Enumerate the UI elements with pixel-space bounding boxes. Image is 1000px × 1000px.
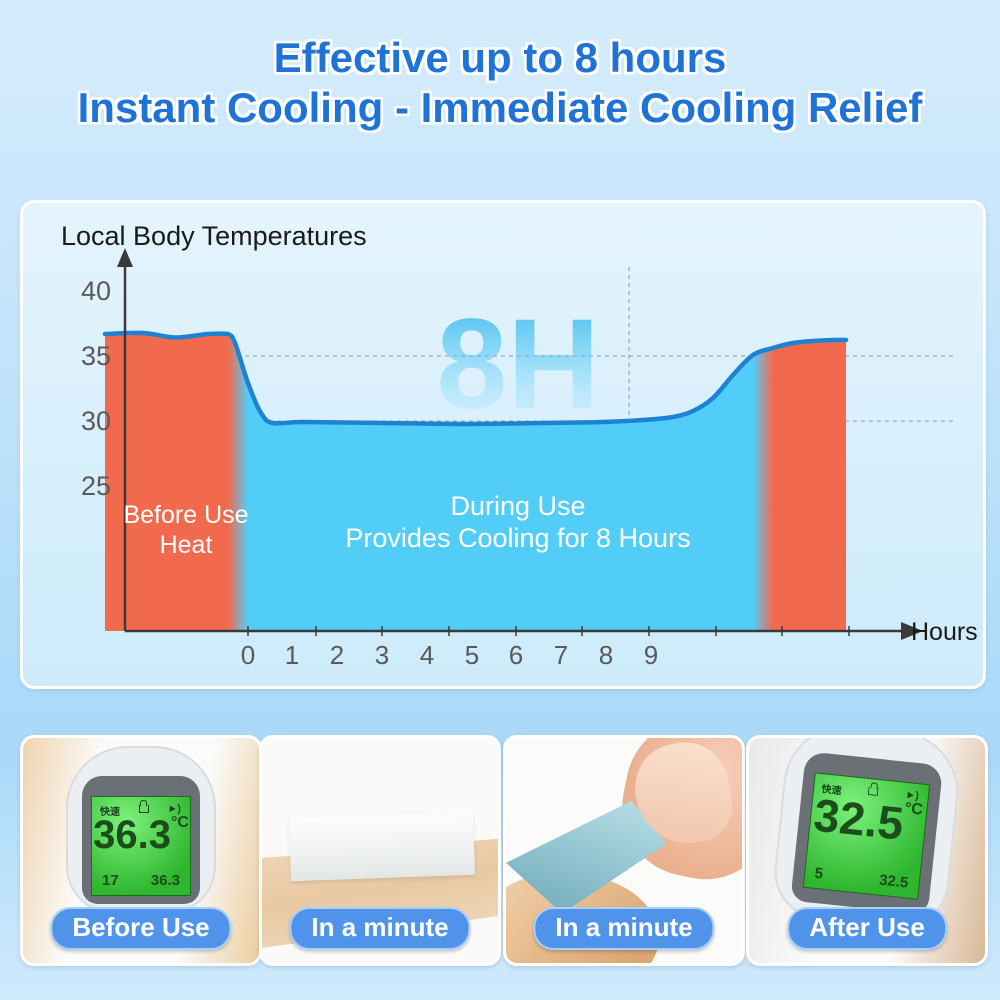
svg-text:2: 2: [330, 640, 344, 670]
svg-text:35: 35: [81, 341, 111, 371]
svg-text:6: 6: [509, 640, 523, 670]
svg-text:5: 5: [465, 640, 479, 670]
svg-text:25: 25: [81, 471, 111, 501]
svg-text:40: 40: [81, 276, 111, 306]
svg-text:3: 3: [375, 640, 389, 670]
svg-text:4: 4: [420, 640, 434, 670]
svg-text:Heat: Heat: [160, 531, 213, 559]
svg-text:30: 30: [81, 406, 111, 436]
svg-text:Provides Cooling for 8 Hours: Provides Cooling for 8 Hours: [345, 523, 690, 553]
svg-text:1: 1: [285, 640, 299, 670]
svg-text:Hours: Hours: [911, 618, 978, 646]
svg-text:7: 7: [554, 640, 568, 670]
svg-text:8H: 8H: [436, 293, 600, 436]
svg-text:Before Use: Before Use: [123, 501, 248, 529]
svg-text:9: 9: [644, 640, 658, 670]
svg-text:During Use: During Use: [450, 491, 585, 521]
svg-text:0: 0: [241, 640, 255, 670]
svg-text:8: 8: [599, 640, 613, 670]
